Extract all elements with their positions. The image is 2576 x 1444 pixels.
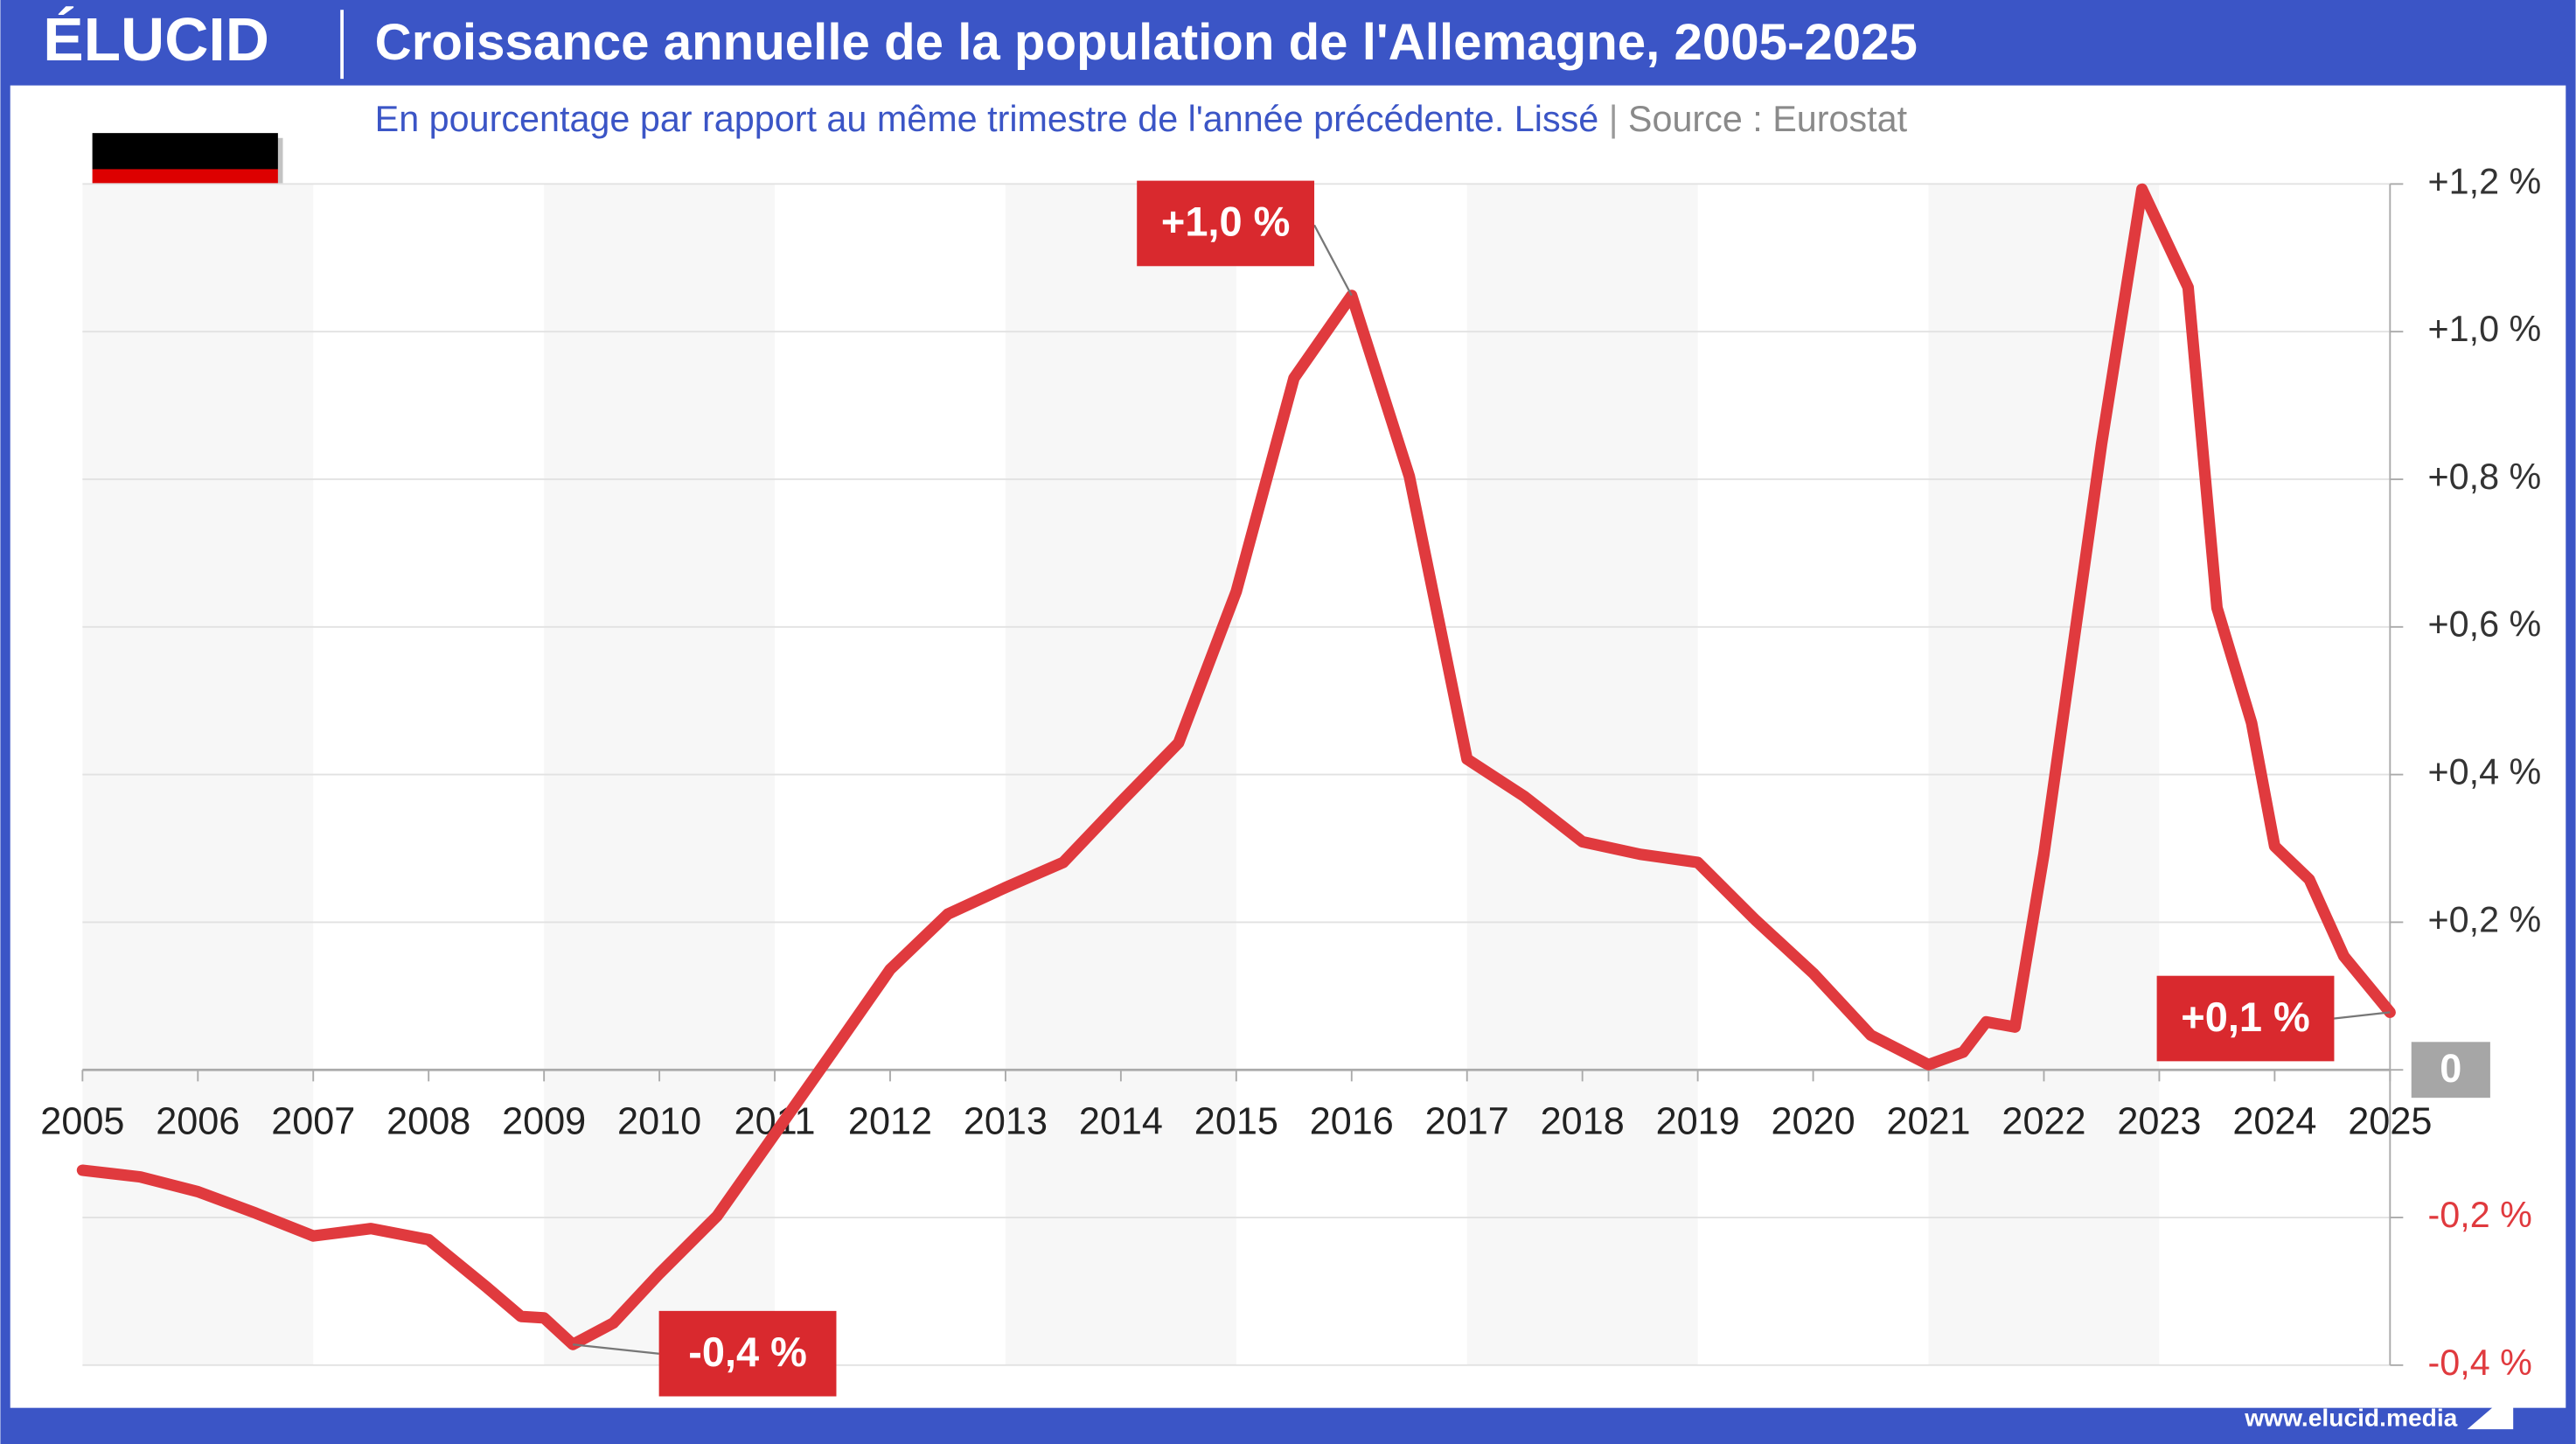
x-tick-label: 2023 — [2117, 1101, 2201, 1143]
data-line — [76, 183, 2396, 1350]
annotation-label: +1,0 % — [1161, 199, 1290, 245]
x-tick-label: 2017 — [1425, 1101, 1509, 1143]
x-tick-label: 2012 — [848, 1101, 932, 1143]
annotation-box — [658, 1310, 837, 1397]
source: Source : Eurostat — [1628, 99, 1908, 139]
footer: www.elucid.media — [2244, 1403, 2457, 1431]
annotation-box — [2156, 975, 2335, 1062]
x-tick-label: 2021 — [1886, 1101, 1970, 1143]
zero-box — [2411, 1042, 2490, 1099]
y-tick-label: +0,4 % — [2428, 752, 2542, 792]
x-tick-label: 2009 — [502, 1101, 586, 1143]
y-tick-label: +0,6 % — [2428, 604, 2542, 645]
x-tick-label: 2018 — [1541, 1101, 1625, 1143]
subtitle-text: En pourcentage par rapport au même trime… — [375, 99, 1599, 139]
leader-line — [573, 1343, 659, 1355]
x-tick-label: 2016 — [1310, 1101, 1394, 1143]
subtitle: En pourcentage par rapport au même trime… — [375, 99, 1908, 139]
annotation-label: -0,4 % — [688, 1329, 807, 1375]
x-tick-label: 2019 — [1656, 1101, 1740, 1143]
plot: -0,4 % -0,2 % 0 +0,2 % +0,4 % +0,6 % +0,8 % +1,… — [40, 161, 2542, 1397]
leader-line — [1313, 224, 1353, 296]
x-tick-label: 2020 — [1772, 1101, 1855, 1143]
x-tick-label: 2025 — [2348, 1101, 2432, 1143]
y-tick-label: -0,2 % — [2428, 1195, 2532, 1235]
y-tick-label: 0 — [2440, 1046, 2461, 1091]
x-tick-label: 2013 — [964, 1101, 1048, 1143]
x-tick-label: 2015 — [1194, 1101, 1278, 1143]
y-tick-label: +0,8 % — [2428, 457, 2542, 497]
x-tick-label: 2005 — [40, 1101, 124, 1143]
annotation-box — [1137, 180, 1315, 267]
y-tick-label: -0,4 % — [2428, 1343, 2532, 1383]
x-tick-label: 2010 — [617, 1101, 701, 1143]
chart-title: Croissance annuelle de la population de … — [375, 14, 1918, 71]
leader-line — [2334, 1011, 2391, 1020]
y-tick-label: +0,2 % — [2428, 899, 2542, 939]
logo: ÉLUCID — [43, 5, 269, 73]
annotation-label: +0,1 % — [2181, 994, 2309, 1040]
y-tick-label: +1,0 % — [2428, 309, 2542, 349]
y-tick-label: +1,2 % — [2428, 161, 2542, 201]
flag-stripe — [92, 133, 278, 170]
x-tick-label: 2022 — [2002, 1101, 2085, 1143]
x-tick-label: 2006 — [156, 1101, 240, 1143]
x-tick-label: 2024 — [2232, 1101, 2316, 1143]
x-tick-label: 2008 — [386, 1101, 470, 1143]
x-tick-label: 2014 — [1079, 1101, 1163, 1143]
divider: | — [1598, 99, 1628, 139]
x-tick-label: 2007 — [271, 1101, 355, 1143]
